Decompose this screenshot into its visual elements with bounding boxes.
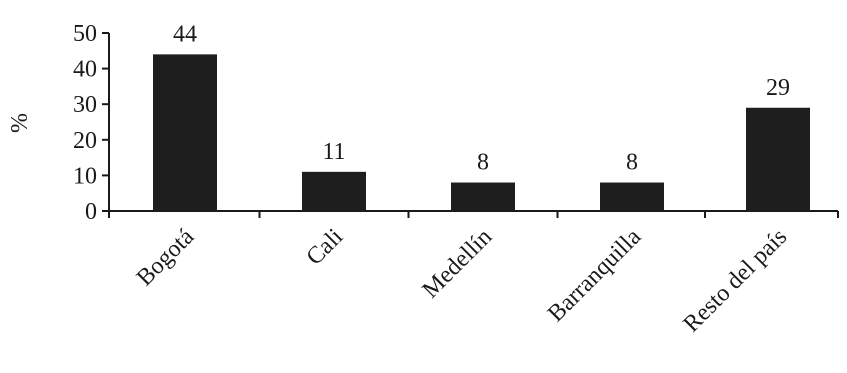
category-label: Resto del país: [679, 224, 793, 338]
y-tick-label: 30: [73, 92, 97, 118]
data-label: 11: [322, 139, 345, 165]
category-label: Barranquilla: [543, 224, 646, 327]
y-tick-label: 0: [85, 199, 97, 225]
bar: [451, 182, 515, 211]
y-tick-label: 20: [73, 128, 97, 154]
data-label: 8: [477, 150, 489, 176]
bar: [302, 171, 366, 211]
x-axis: [108, 210, 839, 218]
data-label: 44: [173, 21, 197, 47]
bar: [153, 54, 217, 211]
category-labels-group: Bogotá Cali Medellín Barranquilla Resto del …: [132, 224, 792, 338]
bars-group: [153, 54, 810, 211]
y-axis: 0 10 20 30 40 50: [73, 21, 110, 225]
data-labels-group: 44 11 8 8 29: [173, 21, 790, 175]
y-tick-label: 50: [73, 21, 97, 47]
category-label: Medellín: [418, 224, 498, 304]
y-tick-label: 10: [73, 163, 97, 189]
data-label: 29: [766, 75, 790, 101]
category-label: Bogotá: [132, 224, 200, 292]
y-axis-title: %: [7, 113, 33, 133]
data-label: 8: [626, 150, 638, 176]
y-tick-label: 40: [73, 57, 97, 83]
category-label: Cali: [302, 224, 349, 271]
bar: [746, 107, 810, 211]
bar: [600, 182, 664, 211]
